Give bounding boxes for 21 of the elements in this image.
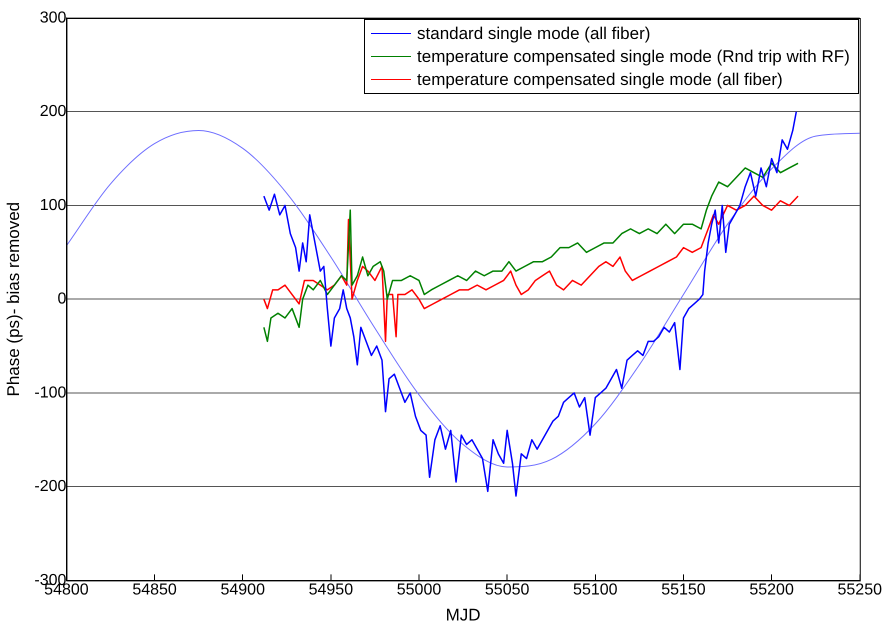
x-tick-label: 54900 xyxy=(220,581,266,598)
x-tick-label: 55150 xyxy=(661,581,706,598)
x-tick-label: 55100 xyxy=(573,581,618,598)
y-tick-label: 0 xyxy=(58,290,67,308)
y-axis-title: Phase (ps)- bias removed xyxy=(4,202,23,397)
x-axis-title: MJD xyxy=(446,605,481,624)
x-tick-label: 55000 xyxy=(396,581,442,598)
legend-label: temperature compensated single mode (Rnd trip with RF) xyxy=(417,46,850,68)
y-tick-label: -100 xyxy=(34,384,67,402)
line-series xyxy=(66,130,860,468)
legend-label: temperature compensated single mode (all fiber) xyxy=(417,69,783,91)
x-tick-label: 55200 xyxy=(749,581,794,598)
x-tick-label: 54850 xyxy=(132,581,177,598)
legend-label: standard single mode (all fiber) xyxy=(417,23,650,45)
y-tick-label: 200 xyxy=(40,103,67,120)
y-tick-label: 100 xyxy=(40,196,67,214)
x-tick-label: 55050 xyxy=(484,581,530,598)
x-tick-label: 55250 xyxy=(838,581,882,598)
y-tick-label: -200 xyxy=(34,478,67,496)
y-tick-label: 300 xyxy=(40,9,67,26)
x-tick-label: 54950 xyxy=(308,581,354,598)
